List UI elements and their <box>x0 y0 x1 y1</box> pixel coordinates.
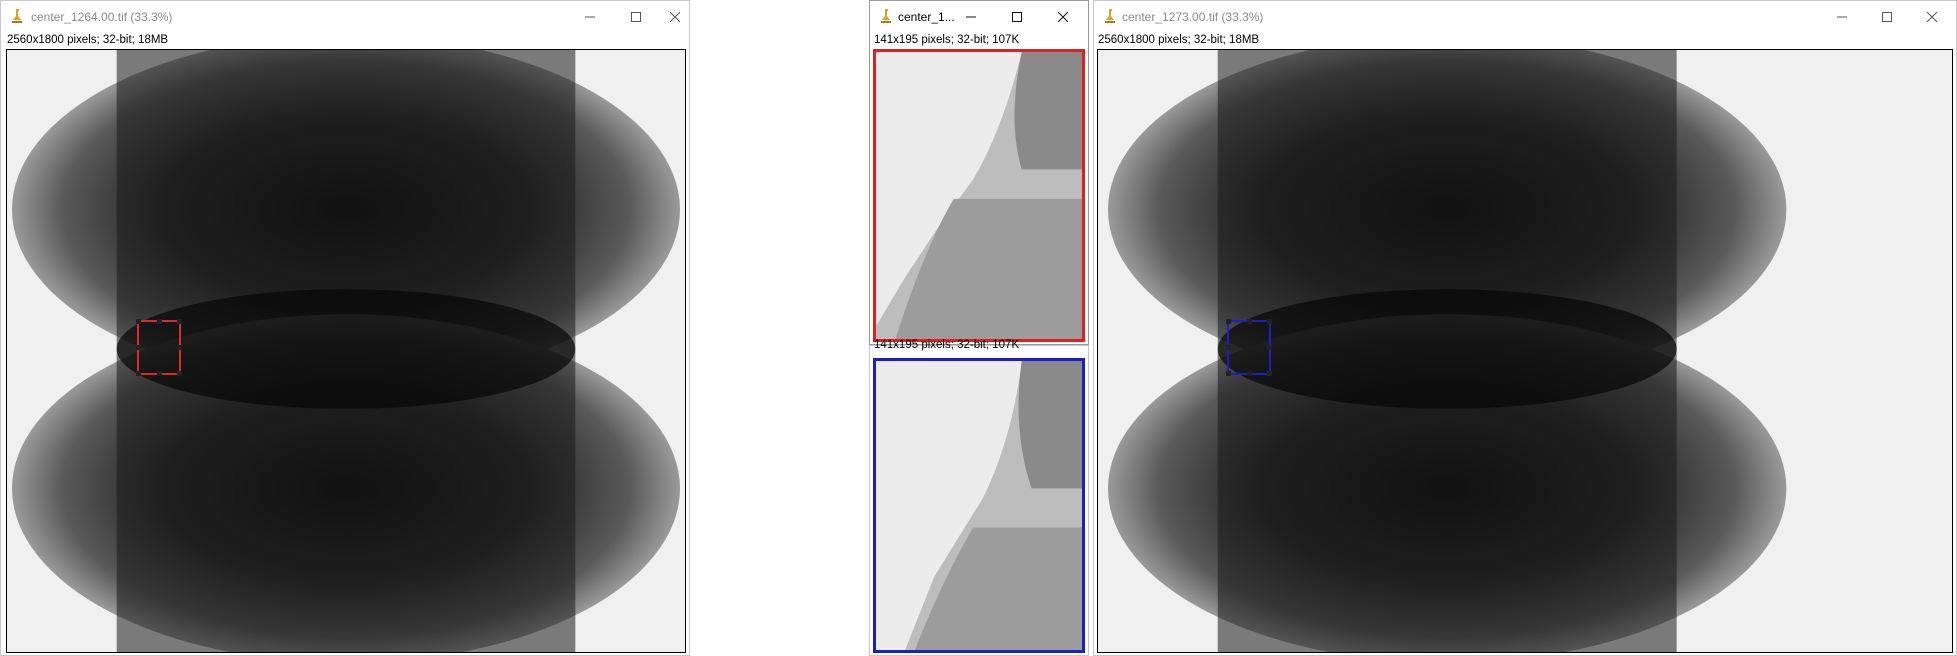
image-window-right[interactable]: center_1273.00.tif (33.3%) 2560x1800 pix… <box>1093 0 1957 656</box>
close-button[interactable] <box>1044 1 1082 33</box>
window-title: center_1264.00.tif (33.3%) <box>31 10 173 24</box>
roi-handle[interactable] <box>1247 319 1252 324</box>
close-icon <box>1058 12 1068 22</box>
sinogram-image <box>7 50 685 652</box>
sinogram-image <box>1098 50 1952 652</box>
imagej-microscope-icon <box>881 9 891 23</box>
image-info: 141x195 pixels; 32-bit; 107K <box>874 34 1020 46</box>
maximize-button[interactable] <box>1864 1 1910 33</box>
image-canvas[interactable] <box>6 49 686 653</box>
roi-rectangle[interactable] <box>1226 319 1272 376</box>
roi-handle[interactable] <box>1226 371 1231 376</box>
roi-handle[interactable] <box>1226 345 1231 350</box>
roi-handle[interactable] <box>136 371 141 376</box>
maximize-button[interactable] <box>613 1 659 33</box>
minimize-icon <box>1837 16 1847 18</box>
imagej-microscope-icon <box>12 9 22 23</box>
crop-canvas-blue[interactable] <box>873 358 1085 653</box>
minimize-icon <box>966 16 976 18</box>
image-canvas[interactable] <box>1097 49 1953 653</box>
roi-handle[interactable] <box>1267 345 1272 350</box>
close-button[interactable] <box>1909 1 1955 33</box>
roi-handle[interactable] <box>1267 371 1272 376</box>
maximize-button[interactable] <box>998 1 1036 33</box>
minimize-button[interactable] <box>729 1 775 33</box>
image-info: 2560x1800 pixels; 32-bit; 18MB <box>7 34 169 46</box>
image-info: 2560x1800 pixels; 32-bit; 18MB <box>1098 34 1260 46</box>
roi-handle[interactable] <box>157 319 162 324</box>
image-info: 141x195 pixels; 32-bit; 107K <box>874 339 1020 351</box>
imagej-microscope-icon <box>1105 9 1115 23</box>
crop-image <box>876 52 1082 339</box>
roi-handle[interactable] <box>1267 319 1272 324</box>
minimize-button[interactable] <box>1819 1 1865 33</box>
maximize-icon <box>1012 12 1022 22</box>
roi-handle[interactable] <box>136 345 141 350</box>
title-bar[interactable]: center_1... <box>870 1 1088 33</box>
minimize-button[interactable] <box>567 1 613 33</box>
minimize-icon <box>585 16 595 18</box>
minimize-button[interactable] <box>952 1 990 33</box>
roi-handle[interactable] <box>1247 371 1252 376</box>
close-icon <box>670 12 680 22</box>
roi-rectangle[interactable] <box>136 319 182 376</box>
roi-handle[interactable] <box>177 319 182 324</box>
title-bar[interactable]: center_1273.00.tif (33.3%) <box>1094 1 1956 33</box>
maximize-icon <box>1882 12 1892 22</box>
window-title: center_1273.00.tif (33.3%) <box>1122 10 1264 24</box>
roi-handle[interactable] <box>1226 319 1231 324</box>
crop-canvas-red[interactable] <box>873 49 1085 342</box>
roi-handle[interactable] <box>136 319 141 324</box>
maximize-icon <box>631 12 641 22</box>
roi-handle[interactable] <box>157 371 162 376</box>
close-button[interactable] <box>659 1 691 33</box>
roi-handle[interactable] <box>177 345 182 350</box>
roi-handle[interactable] <box>177 371 182 376</box>
crop-window-bottom[interactable]: 141x195 pixels; 32-bit; 107K <box>869 339 1089 656</box>
crop-window-top[interactable]: center_1... 141x195 pixels; 32-bit; 107K <box>869 0 1089 345</box>
crop-image <box>876 361 1082 650</box>
window-title: center_1... <box>898 10 955 24</box>
close-icon <box>1927 12 1937 22</box>
title-bar[interactable]: center_1264.00.tif (33.3%) <box>1 1 689 33</box>
image-window-left[interactable]: center_1264.00.tif (33.3%) 2560x1800 pix… <box>0 0 690 656</box>
